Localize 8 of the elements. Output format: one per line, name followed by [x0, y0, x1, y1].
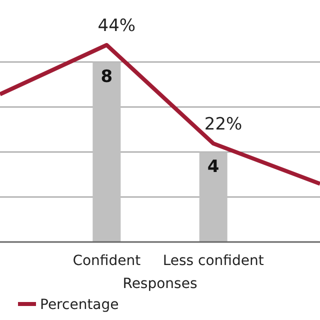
x-tick-label: Less confident: [162, 253, 264, 269]
data-label: 4: [207, 157, 220, 177]
data-label: 22%: [204, 114, 242, 134]
x-tick-label: Confident: [72, 253, 142, 269]
data-label: 44%: [98, 16, 136, 36]
data-label: 8: [100, 67, 113, 87]
legend-label: Percentage: [40, 297, 119, 313]
x-axis-title: Responses: [122, 276, 198, 292]
